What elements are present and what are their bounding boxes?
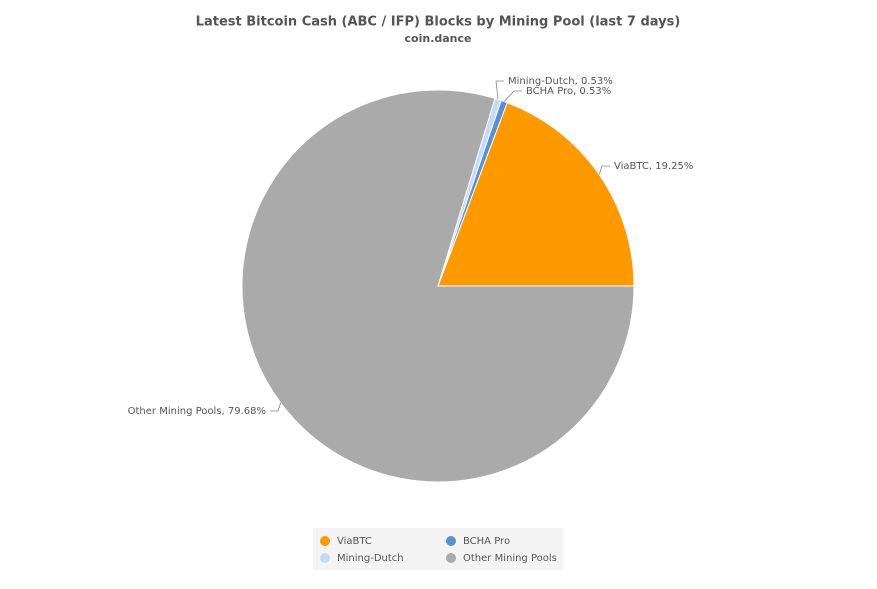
slice-label: Other Mining Pools, 79.68% bbox=[128, 406, 266, 417]
legend-label: Mining-Dutch bbox=[337, 553, 404, 564]
slice-label: Mining-Dutch, 0.53% bbox=[508, 76, 613, 87]
legend-label: BCHA Pro bbox=[463, 536, 510, 547]
leader-line bbox=[270, 402, 281, 412]
legend-swatch bbox=[446, 553, 456, 563]
leader-line bbox=[598, 165, 610, 175]
leader-line bbox=[495, 80, 504, 100]
slice-label: ViaBTC, 19.25% bbox=[614, 161, 693, 172]
pie-slice bbox=[437, 102, 635, 287]
leader-line bbox=[503, 90, 522, 102]
legend-swatch bbox=[446, 536, 456, 546]
legend-label: ViaBTC bbox=[337, 536, 372, 547]
chart-title: Latest Bitcoin Cash (ABC / IFP) Blocks b… bbox=[196, 15, 681, 30]
pie-slice bbox=[241, 89, 635, 483]
legend-label: Other Mining Pools bbox=[463, 553, 557, 564]
legend-swatch bbox=[320, 536, 330, 546]
chart-subtitle: coin.dance bbox=[405, 32, 472, 45]
slice-label: BCHA Pro, 0.53% bbox=[526, 86, 611, 97]
legend-box bbox=[313, 528, 563, 570]
legend-swatch bbox=[320, 553, 330, 563]
